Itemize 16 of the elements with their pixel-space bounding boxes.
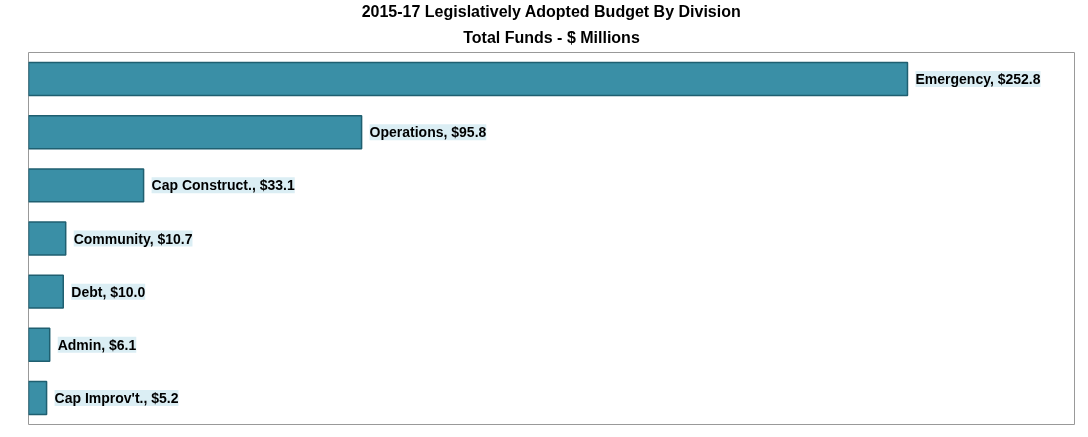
bar bbox=[28, 380, 48, 416]
bar bbox=[28, 221, 67, 256]
bar bbox=[28, 114, 363, 150]
data-label: Emergency, $252.8 bbox=[915, 71, 1041, 88]
chart-subtitle: Total Funds - $ Millions bbox=[463, 28, 640, 46]
bar bbox=[28, 274, 65, 309]
bar bbox=[28, 61, 909, 97]
data-label: Operations, $95.8 bbox=[369, 124, 487, 141]
data-label: Cap Construct., $33.1 bbox=[151, 177, 295, 194]
bar bbox=[28, 168, 145, 203]
bar bbox=[28, 327, 51, 363]
data-label: Community, $10.7 bbox=[73, 230, 193, 247]
data-label: Debt, $10.0 bbox=[71, 283, 146, 300]
chart-title: 2015-17 Legislatively Adopted Budget By Division bbox=[361, 2, 741, 20]
data-label: Admin, $6.1 bbox=[57, 336, 137, 353]
data-label: Cap Improv't., $5.2 bbox=[54, 389, 179, 406]
